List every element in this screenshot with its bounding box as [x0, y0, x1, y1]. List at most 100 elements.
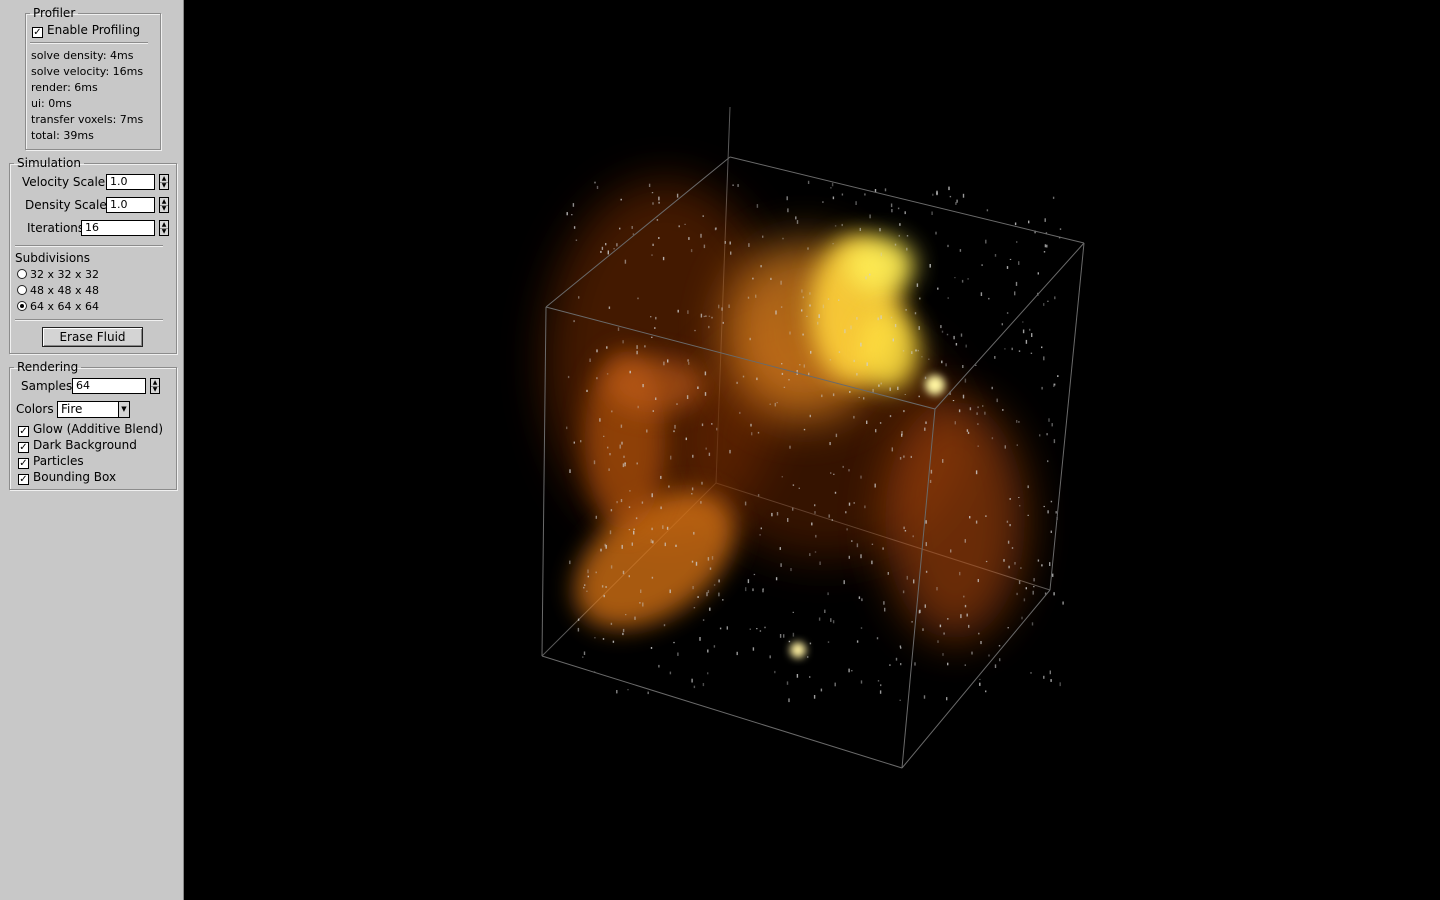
- particle: [664, 542, 666, 547]
- particle: [692, 454, 694, 458]
- particle: [923, 695, 926, 699]
- particle: [918, 326, 920, 330]
- particle: [999, 658, 1001, 662]
- particle: [906, 235, 909, 237]
- colors-select[interactable]: Fire ▼: [57, 401, 130, 418]
- particle: [775, 310, 777, 315]
- density-scale-spinner[interactable]: ▲ ▼: [159, 197, 169, 213]
- particle: [757, 494, 760, 497]
- particle: [701, 481, 703, 485]
- glow-checkbox[interactable]: ✓ Glow (Additive Blend): [18, 422, 163, 437]
- particle: [612, 640, 615, 643]
- particle: [1011, 547, 1014, 549]
- particle: [636, 462, 638, 465]
- particle: [617, 327, 620, 331]
- spinner-up-icon[interactable]: ▲: [160, 175, 168, 183]
- particle: [1032, 590, 1034, 595]
- particle: [848, 555, 850, 559]
- erase-fluid-button[interactable]: Erase Fluid: [42, 327, 143, 347]
- fluid-volume-scene[interactable]: [185, 0, 1440, 900]
- bounding-box-checkbox[interactable]: ✓ Bounding Box: [18, 470, 116, 485]
- dark-background-check-icon: ✓: [18, 442, 29, 453]
- render-viewport[interactable]: [185, 0, 1440, 900]
- spinner-down-icon[interactable]: ▼: [161, 228, 167, 235]
- particle: [700, 233, 702, 238]
- iterations-spinner[interactable]: ▲ ▼: [159, 220, 169, 236]
- particle: [875, 429, 877, 433]
- particle: [669, 589, 671, 594]
- iterations-input[interactable]: 16: [81, 220, 155, 236]
- dark-background-checkbox[interactable]: ✓ Dark Background: [18, 438, 137, 453]
- particle: [651, 192, 654, 194]
- particle: [573, 441, 575, 444]
- velocity-scale-label: Velocity Scale: [22, 175, 106, 189]
- particle: [621, 544, 623, 549]
- particles-checkbox[interactable]: ✓ Particles: [18, 454, 84, 469]
- particle: [982, 405, 984, 407]
- subdivision-48-radio[interactable]: 48 x 48 x 48: [17, 284, 99, 297]
- samples-input[interactable]: 64: [72, 378, 146, 394]
- particle: [1053, 439, 1056, 444]
- particle: [860, 627, 863, 629]
- chevron-down-icon[interactable]: ▼: [118, 402, 129, 417]
- particle: [798, 487, 800, 489]
- particle: [642, 384, 644, 388]
- particle: [1018, 261, 1020, 265]
- density-scale-input[interactable]: 1.0: [106, 197, 155, 213]
- subdivision-64-radio[interactable]: 64 x 64 x 64: [17, 300, 99, 313]
- particle: [745, 587, 747, 592]
- particle: [616, 243, 618, 247]
- velocity-scale-spinner[interactable]: ▲ ▼: [159, 174, 169, 190]
- spinner-down-icon[interactable]: ▼: [152, 386, 158, 393]
- spinner-up-icon[interactable]: ▲: [160, 198, 168, 206]
- particle: [1053, 383, 1055, 387]
- particle: [834, 491, 837, 494]
- particle: [708, 452, 711, 456]
- spinner-down-icon[interactable]: ▼: [161, 182, 167, 189]
- particle: [759, 534, 761, 536]
- particle: [802, 333, 804, 336]
- particle: [947, 297, 949, 299]
- particle: [708, 325, 710, 329]
- particle: [646, 429, 648, 433]
- particle: [796, 373, 798, 375]
- particle: [647, 691, 649, 695]
- particle: [684, 223, 686, 225]
- particle: [715, 227, 717, 230]
- fire-density-volume: [545, 180, 1025, 658]
- spinner-up-icon[interactable]: ▲: [151, 379, 159, 387]
- stat-solve-velocity: solve velocity: 16ms: [31, 65, 144, 78]
- particle: [796, 370, 798, 374]
- particle: [978, 632, 980, 635]
- particle: [663, 361, 665, 366]
- samples-spinner[interactable]: ▲ ▼: [150, 378, 160, 394]
- particle: [674, 424, 676, 429]
- particle: [880, 684, 882, 687]
- radio-on-icon: [17, 301, 27, 311]
- velocity-scale-input[interactable]: 1.0: [106, 174, 155, 190]
- particle: [622, 340, 624, 344]
- subdivision-32-radio[interactable]: 32 x 32 x 32: [17, 268, 99, 281]
- particle: [1031, 622, 1034, 626]
- particle: [780, 280, 782, 285]
- particle: [771, 512, 773, 517]
- particle: [602, 638, 605, 640]
- particle: [792, 632, 795, 637]
- enable-profiling-checkbox[interactable]: ✓ Enable Profiling: [32, 23, 140, 38]
- particle: [952, 400, 955, 402]
- spinner-down-icon[interactable]: ▼: [161, 205, 167, 212]
- particle: [573, 226, 576, 229]
- particle: [722, 599, 724, 601]
- particle: [814, 504, 816, 507]
- particle: [883, 601, 885, 605]
- particle: [752, 588, 754, 592]
- particle: [736, 651, 738, 656]
- particle: [747, 579, 750, 584]
- particle: [587, 575, 589, 578]
- spinner-up-icon[interactable]: ▲: [160, 221, 168, 229]
- particle: [981, 264, 983, 266]
- particle: [977, 406, 979, 409]
- particle: [1014, 291, 1016, 296]
- particle: [641, 501, 644, 504]
- particle: [1014, 222, 1017, 226]
